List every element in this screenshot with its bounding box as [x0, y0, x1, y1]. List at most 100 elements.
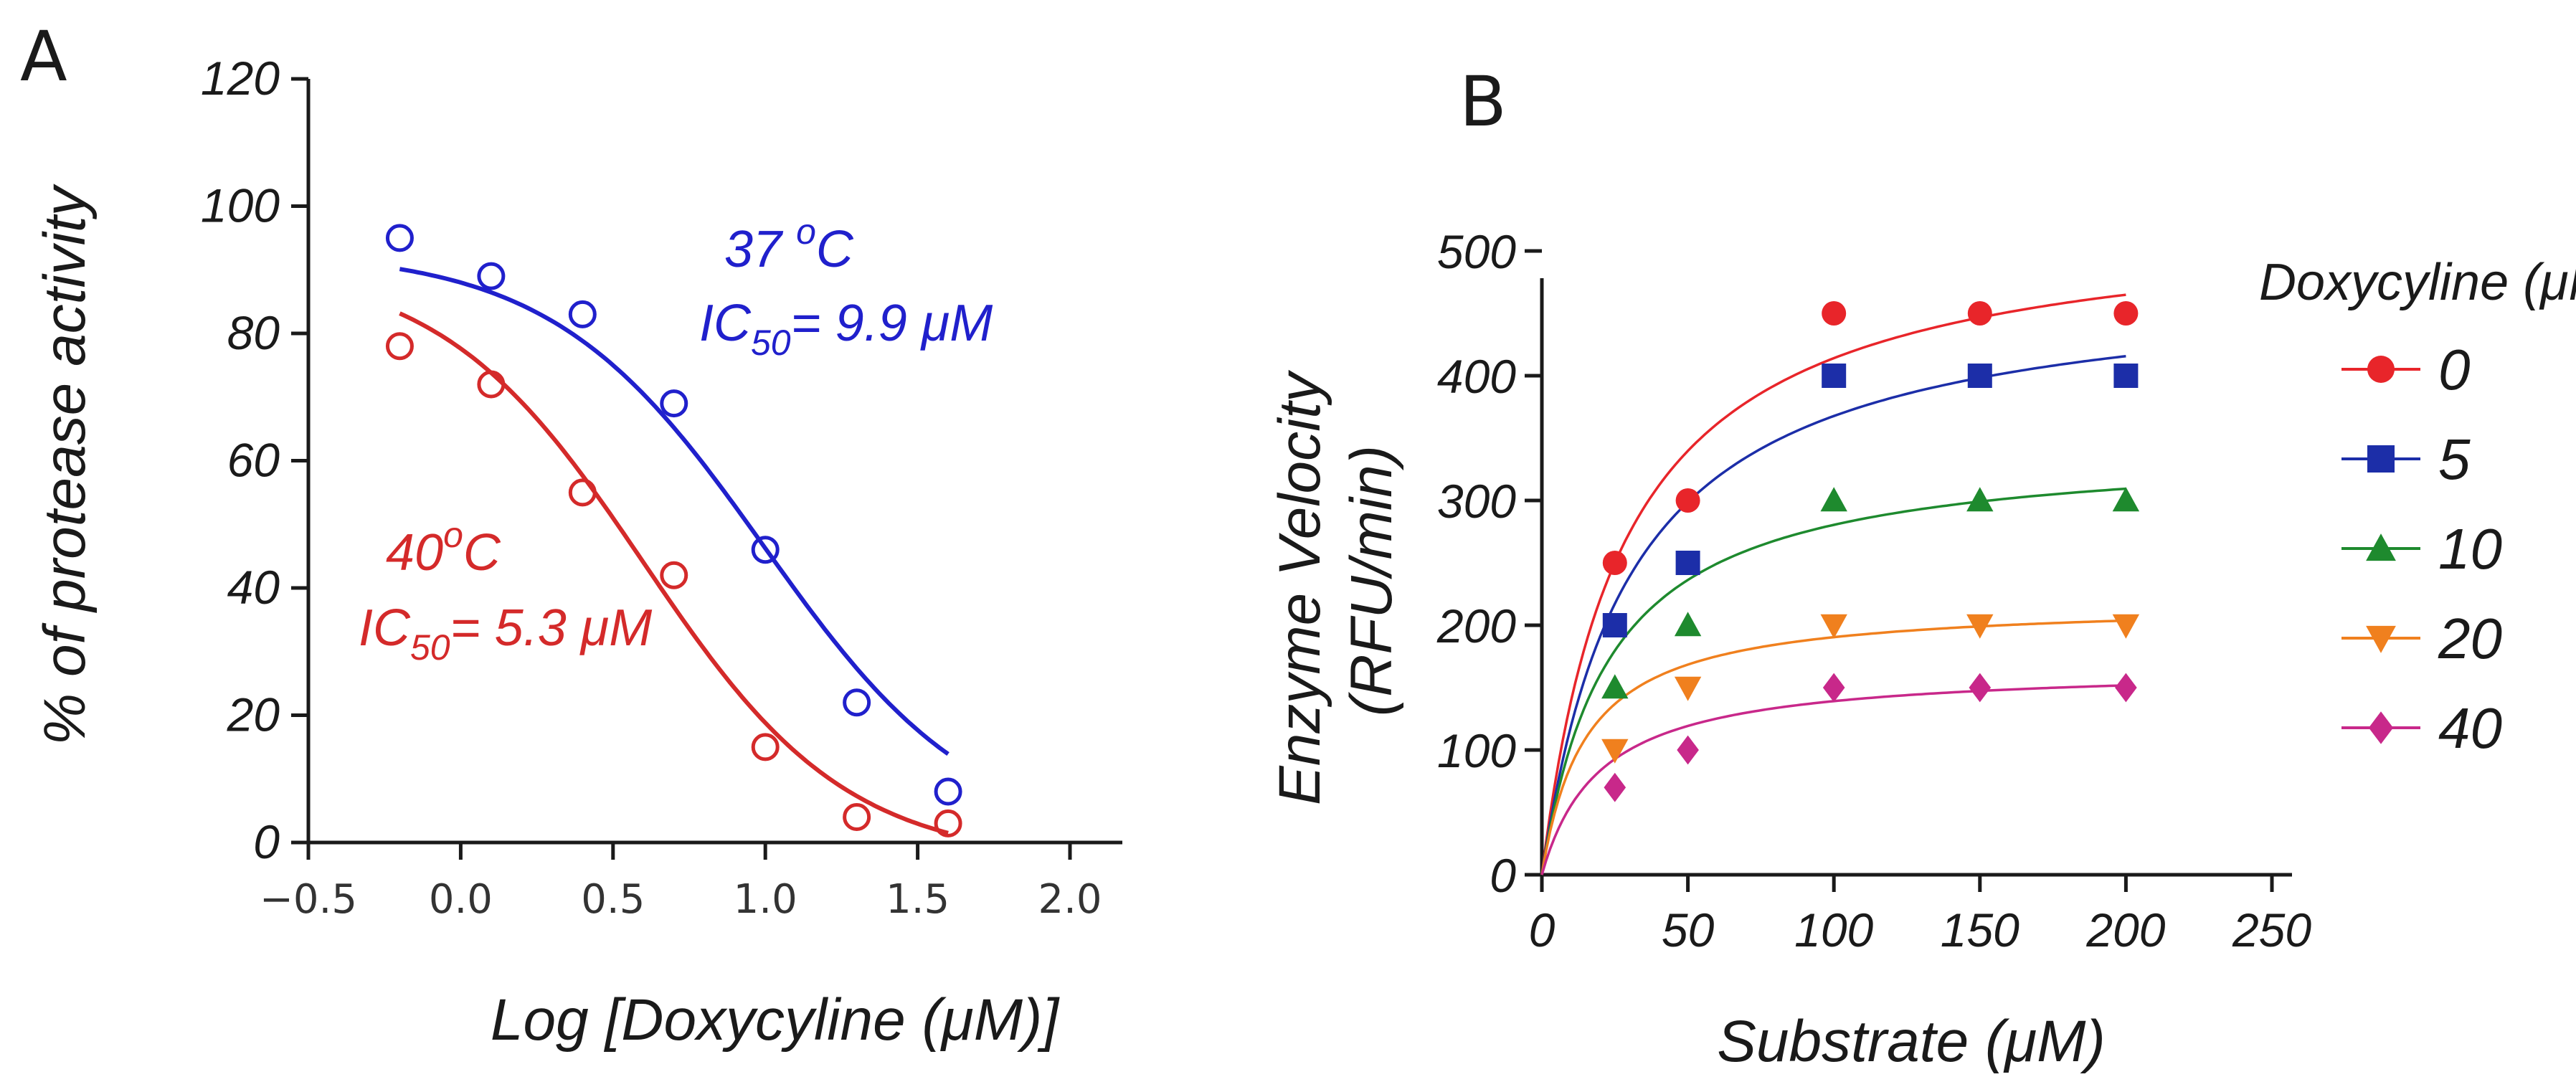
data-point-dox-10 — [1674, 612, 1702, 637]
panel-b-y-label-line2: (RFU/min) — [1339, 445, 1404, 716]
panel-a-x-tick-label: 2.0 — [1038, 876, 1102, 923]
panel-b-ticks: 0 50 100 150 200 250 0 100 200 300 400 500 — [1436, 225, 2311, 957]
panel-a-y-tick-label: 20 — [227, 688, 280, 741]
data-point-dox-5 — [1822, 364, 1847, 388]
data-point-40c — [568, 478, 597, 507]
data-point-37c — [660, 389, 688, 418]
data-point-37c — [568, 300, 597, 328]
annotation-37c-number: 37 — [724, 221, 796, 278]
data-point-dox-10 — [1601, 674, 1629, 699]
legend-label-5: 5 — [2438, 427, 2471, 491]
data-point-dox-20 — [2112, 614, 2140, 639]
panel-a-x-label: Log [Doxycyline (μM)] — [491, 987, 1060, 1053]
panel-b-y-label: Enzyme Velocity (RFU/min) — [1267, 356, 1404, 805]
data-point-40c — [843, 803, 871, 831]
panel-b-y-tick-label: 300 — [1437, 475, 1516, 528]
panel-b-x-label: Substrate (μM) — [1717, 1009, 2106, 1074]
panel-b-x-tick-label: 50 — [1662, 903, 1715, 957]
data-point-dox-5 — [1967, 364, 1992, 388]
annotation-40c-unit: C — [463, 524, 501, 582]
panel-a-x-tick-label: 1.5 — [886, 876, 950, 923]
panel-b-y-tick-label: 200 — [1436, 599, 1516, 652]
mm-fit-curve-40 — [1540, 684, 2126, 875]
legend: 0 5 10 20 40 — [2341, 338, 2502, 760]
data-point-dox-40 — [1677, 735, 1699, 765]
data-point-dox-10 — [1966, 487, 1994, 512]
annotation-ic50-37c-sub: 50 — [751, 323, 791, 363]
mm-fit-curve-5 — [1540, 355, 2126, 875]
panel-b-y-tick-label: 100 — [1437, 724, 1516, 777]
panel-label-b: B — [1459, 62, 1507, 142]
legend-marker-5 — [2367, 445, 2395, 473]
data-point-dox-0 — [1602, 551, 1627, 575]
annotation-ic50-40c-value: = 5.3 μM — [450, 599, 653, 657]
annotation-ic50-37c-ic: IC — [699, 295, 752, 352]
data-point-dox-40 — [1969, 673, 1992, 703]
panel-a-y-label-line: % of protease activity — [32, 183, 98, 745]
panel-b-y-tick-label: 0 — [1490, 849, 1516, 902]
annotation-37c-degree: o — [796, 212, 816, 252]
panel-label-a: A — [20, 16, 67, 97]
panel-b-y-label-line1: Enzyme Velocity — [1267, 369, 1332, 805]
panel-b-y-tick-label: 400 — [1437, 350, 1516, 403]
panel-a-y-label: % of protease activity — [32, 183, 98, 745]
panel-a-x-tick-label: −0.5 — [260, 876, 357, 923]
panel-a-y-tick-label: 100 — [201, 179, 280, 232]
panel-b-y-tick-label: 500 — [1437, 225, 1516, 278]
panel-b-x-tick-label: 150 — [1941, 903, 2019, 957]
mm-fit-curve-10 — [1540, 487, 2126, 875]
panel-a-ticks: −0.5 0.0 0.5 1.0 1.5 2.0 0 20 40 60 80 100 120 — [201, 52, 1102, 923]
panel-b-x-tick-label: 200 — [2085, 903, 2165, 957]
legend-marker-0 — [2367, 356, 2395, 383]
data-point-dox-40 — [2115, 673, 2137, 703]
panel-a-y-tick-label: 0 — [253, 815, 280, 868]
data-point-dox-5 — [1675, 551, 1700, 575]
legend-marker-40 — [2368, 711, 2394, 744]
legend-label-10: 10 — [2438, 517, 2502, 581]
data-point-37c — [385, 224, 414, 252]
panel-a-y-tick-label: 80 — [227, 306, 280, 359]
data-point-dox-20 — [1820, 614, 1847, 639]
data-point-40c — [660, 561, 688, 589]
data-point-40c — [934, 809, 962, 837]
data-point-dox-5 — [1602, 613, 1627, 637]
mm-fit-curve-0 — [1540, 293, 2126, 875]
legend-marker-10 — [2366, 533, 2396, 561]
panel-a-chart: −0.5 0.0 0.5 1.0 1.5 2.0 0 20 40 60 80 100 120 — [201, 52, 1122, 923]
data-point-dox-20 — [1601, 739, 1629, 764]
data-point-37c — [751, 536, 780, 564]
panel-a-x-tick-label: 0.0 — [429, 876, 493, 923]
annotation-40c-degree: o — [443, 515, 463, 555]
mm-fit-curve-20 — [1540, 619, 2126, 875]
data-point-dox-40 — [1604, 772, 1626, 802]
data-point-dox-0 — [2113, 301, 2139, 326]
data-point-37c — [477, 262, 506, 290]
data-point-40c — [385, 332, 414, 361]
panel-b-data-points — [1601, 301, 2140, 802]
panel-a-y-tick-label: 40 — [227, 561, 280, 614]
annotation-ic50-40c-sub: 50 — [410, 627, 450, 668]
annotation-ic50-37c-value: = 9.9 μM — [791, 295, 993, 352]
legend-title: Doxycyline (μM) — [2259, 254, 2576, 311]
data-point-dox-10 — [2112, 487, 2140, 512]
fit-curve-37c — [399, 267, 950, 756]
panel-a-x-tick-label: 1.0 — [734, 876, 797, 923]
panel-b-x-tick-label: 100 — [1794, 903, 1873, 957]
panel-b-x-tick-label: 250 — [2232, 903, 2311, 957]
annotation-37c: 37 oC — [724, 212, 854, 278]
data-point-dox-20 — [1674, 676, 1702, 701]
data-point-dox-20 — [1966, 614, 1994, 639]
data-point-dox-10 — [1820, 487, 1847, 512]
data-point-dox-40 — [1822, 673, 1845, 703]
panel-a-data-points — [385, 224, 962, 837]
legend-marker-20 — [2366, 625, 2396, 653]
annotation-40c-number: 40 — [386, 524, 443, 582]
annotation-ic50-40c-ic: IC — [359, 599, 411, 657]
data-point-dox-5 — [2113, 364, 2139, 388]
annotation-40c: 40oC — [386, 515, 501, 582]
annotation-ic50-40c: IC50= 5.3 μM — [359, 599, 652, 668]
panel-a-y-tick-label: 120 — [201, 52, 280, 105]
data-point-40c — [751, 733, 780, 761]
legend-label-20: 20 — [2438, 607, 2502, 670]
